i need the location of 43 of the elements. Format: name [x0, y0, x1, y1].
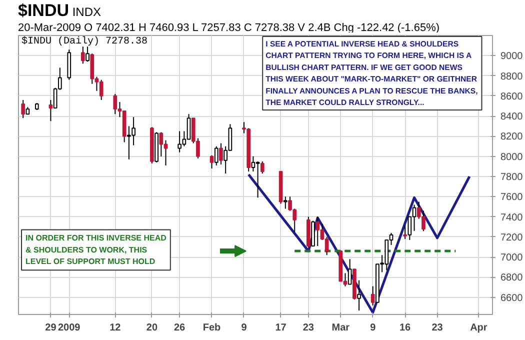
x-tick-label: 29: [45, 322, 57, 334]
y-tick-label: 8800: [500, 71, 524, 82]
x-tick-label: 17: [275, 322, 287, 334]
y-tick-label: 7600: [500, 192, 524, 204]
candlestick: [348, 258, 352, 285]
y-tick-label: 7400: [500, 212, 524, 224]
chart-title: $INDU: [18, 1, 70, 20]
x-tick-label: 9: [241, 322, 248, 334]
y-tick-label: 7000: [500, 252, 524, 264]
y-tick-label: 8400: [500, 112, 524, 123]
x-tick-label: 12: [110, 322, 122, 334]
x-tick-label: 23: [302, 322, 314, 334]
y-tick-label: 9000: [500, 51, 524, 62]
y-tick-label: 8200: [500, 132, 524, 143]
candlestick: [283, 196, 288, 210]
candlestick: [99, 79, 104, 100]
chart-subtitle: 20-Mar-2009 O 7402.31 H 7460.93 L 7257.83 C 7278.38 V 2.4B Chg -122.42 (-1.65%): [18, 22, 440, 34]
y-tick-label: 7800: [500, 172, 524, 184]
x-tick-label: 2009: [58, 322, 81, 334]
annotation: $INDU (Daily) 7278.38: [22, 36, 148, 48]
candlestick: [357, 280, 361, 311]
y-tick-label: 6800: [500, 272, 524, 284]
candlestick: [86, 46, 90, 62]
y-tick-label: 8600: [500, 91, 524, 102]
candlestick: [21, 99, 26, 119]
x-tick-label: 9: [370, 322, 376, 334]
x-tick-label: 26: [174, 322, 186, 334]
candlestick: [113, 93, 118, 115]
y-tick-label: 7200: [500, 232, 524, 244]
x-tick-label: 16: [400, 322, 412, 334]
candlestick: [256, 160, 260, 198]
text: INDX: [71, 5, 102, 19]
candlestick: [260, 160, 264, 174]
x-tick-label: Feb: [202, 322, 221, 334]
candlestick: [251, 156, 256, 172]
x-tick-label: Apr: [470, 322, 488, 334]
candlestick: [214, 146, 218, 166]
y-tick-label: 8000: [500, 152, 524, 163]
x-tick-label: 20: [146, 322, 158, 334]
x-tick-label: Mar: [332, 322, 350, 334]
y-tick-label: 6600: [500, 292, 524, 304]
x-tick-label: 23: [432, 322, 444, 334]
annotation: IN ORDER FOR THIS INVERSE HEAD & SHOULDERS TO WORK, THIS LEVEL OF SUPPORT MUST HOLD: [26, 234, 167, 266]
